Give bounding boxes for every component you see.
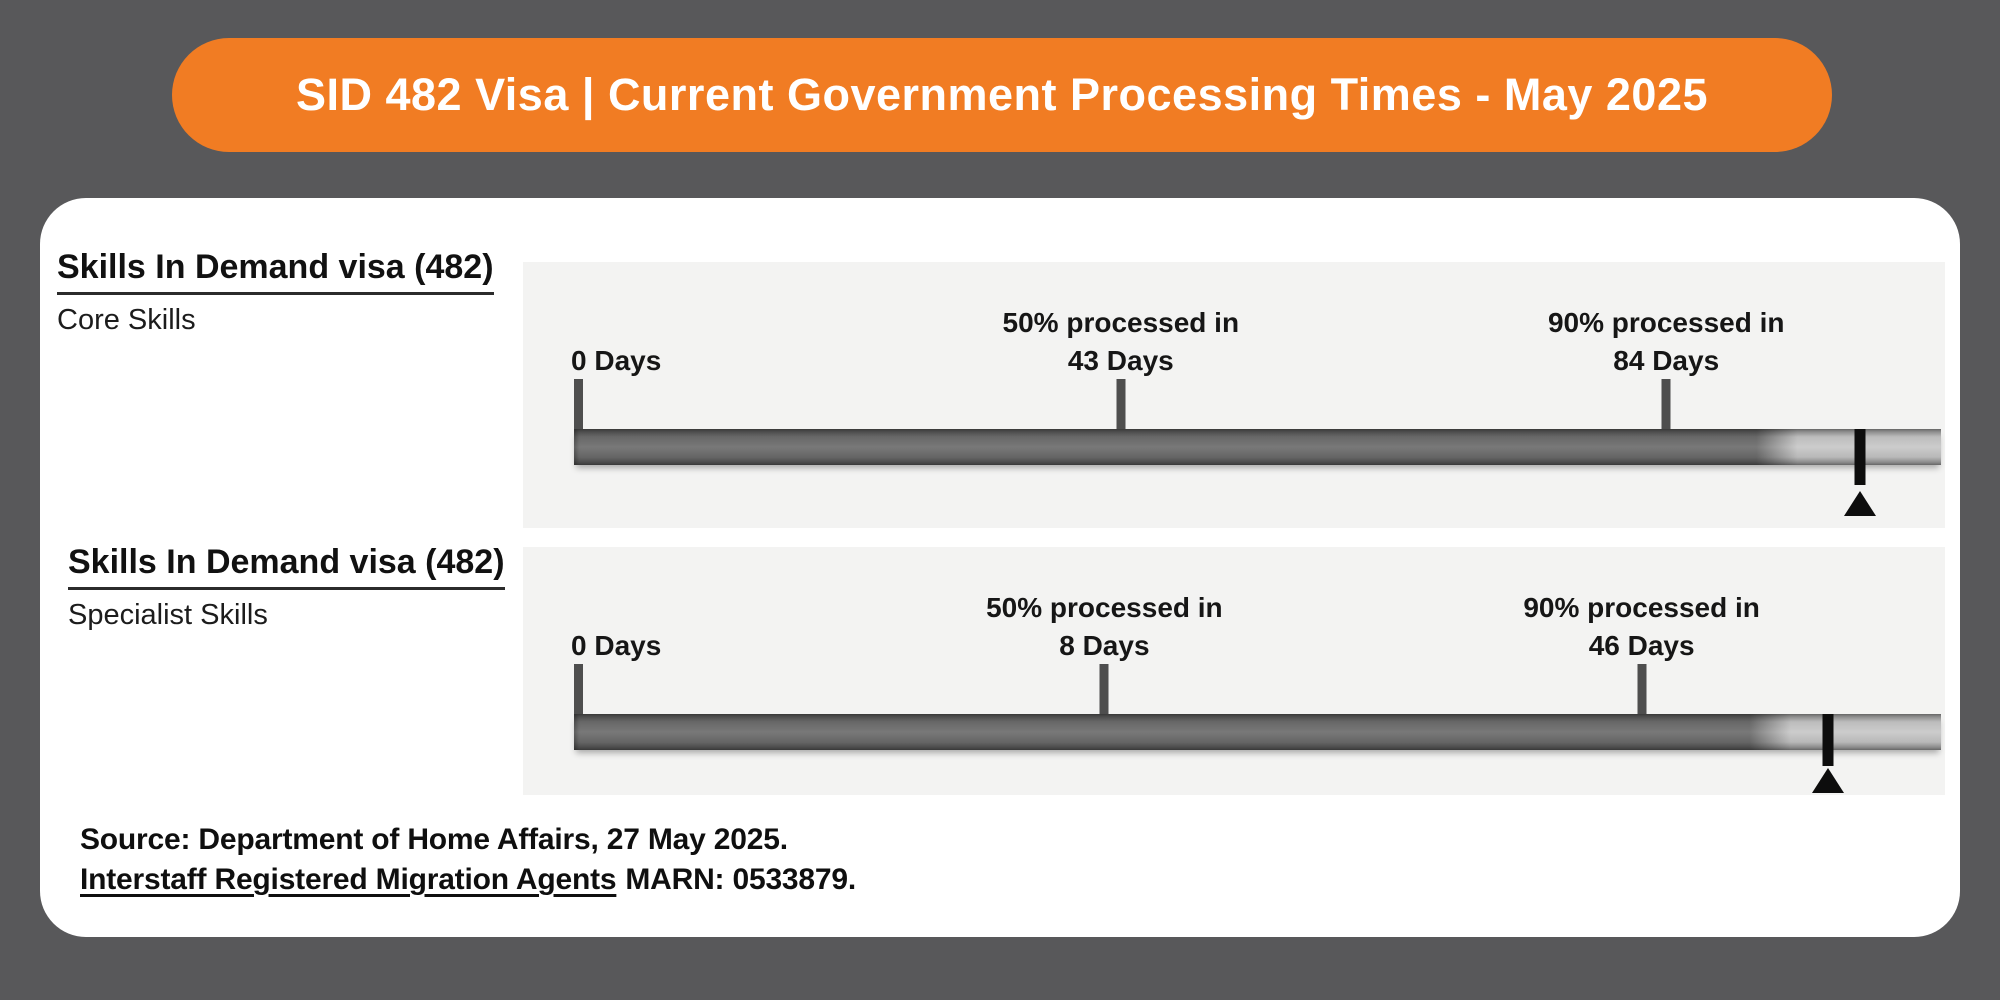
agent-link[interactable]: Interstaff Registered Migration Agents (80, 863, 617, 896)
footer: Source: Department of Home Affairs, 27 M… (80, 820, 856, 900)
p50-days-value: 8 Days (1059, 630, 1150, 661)
timeline-track: 0 Days 50% processed in 8 Days 90% proce… (571, 547, 1941, 795)
p90-days-value: 46 Days (1588, 630, 1695, 661)
visa-heading: Skills In Demand visa (482) (68, 543, 505, 590)
visa-label-core-skills: Skills In Demand visa (482) Core Skills (57, 248, 494, 337)
p50-label-text: 50% processed in (1002, 307, 1240, 338)
visa-subheading: Specialist Skills (68, 599, 268, 631)
marn-text: MARN: 0533879. (625, 863, 856, 896)
timeline-bar (574, 429, 1941, 465)
arrow-up-icon (1811, 768, 1844, 793)
start-tick (574, 379, 583, 429)
timeline-track: 0 Days 50% processed in 43 Days 90% proc… (571, 262, 1941, 528)
p90-days-value: 84 Days (1613, 345, 1720, 376)
p50-days-value: 43 Days (1067, 345, 1174, 376)
p50-label: 50% processed in 8 Days (986, 589, 1223, 665)
start-days-label: 0 Days (571, 345, 662, 376)
p50-label: 50% processed in 43 Days (1003, 304, 1240, 380)
timeline-panel-core-skills: 0 Days 50% processed in 43 Days 90% proc… (523, 262, 1945, 528)
visa-label-specialist-skills: Skills In Demand visa (482) Specialist S… (68, 543, 505, 632)
source-text: Source: Department of Home Affairs, 27 M… (80, 823, 788, 856)
page-title: SID 482 Visa | Current Government Proces… (295, 69, 1708, 120)
p90-label-text: 90% processed in (1547, 307, 1785, 338)
content-card: Skills In Demand visa (482) Core Skills … (40, 198, 1960, 937)
header-banner: SID 482 Visa | Current Government Proces… (172, 38, 1832, 152)
timeline-bar (574, 714, 1941, 750)
end-marker-line (1854, 429, 1866, 485)
agent-line: Interstaff Registered Migration Agents MA… (80, 860, 856, 900)
start-tick (574, 664, 583, 714)
p50-tick (1099, 664, 1109, 714)
p90-label: 90% processed in 84 Days (1548, 304, 1785, 380)
p90-label: 90% processed in 46 Days (1523, 589, 1760, 665)
timeline-panel-specialist-skills: 0 Days 50% processed in 8 Days 90% proce… (523, 547, 1945, 795)
p90-label-text: 90% processed in (1523, 592, 1760, 623)
p50-tick (1116, 379, 1126, 429)
visa-heading: Skills In Demand visa (482) (57, 248, 494, 295)
start-days-label: 0 Days (571, 630, 662, 661)
p50-label-text: 50% processed in (986, 592, 1223, 623)
p90-tick (1661, 379, 1671, 429)
end-marker-line (1822, 714, 1834, 766)
p90-tick (1637, 664, 1647, 714)
arrow-up-icon (1844, 491, 1877, 516)
visa-subheading: Core Skills (57, 304, 196, 336)
